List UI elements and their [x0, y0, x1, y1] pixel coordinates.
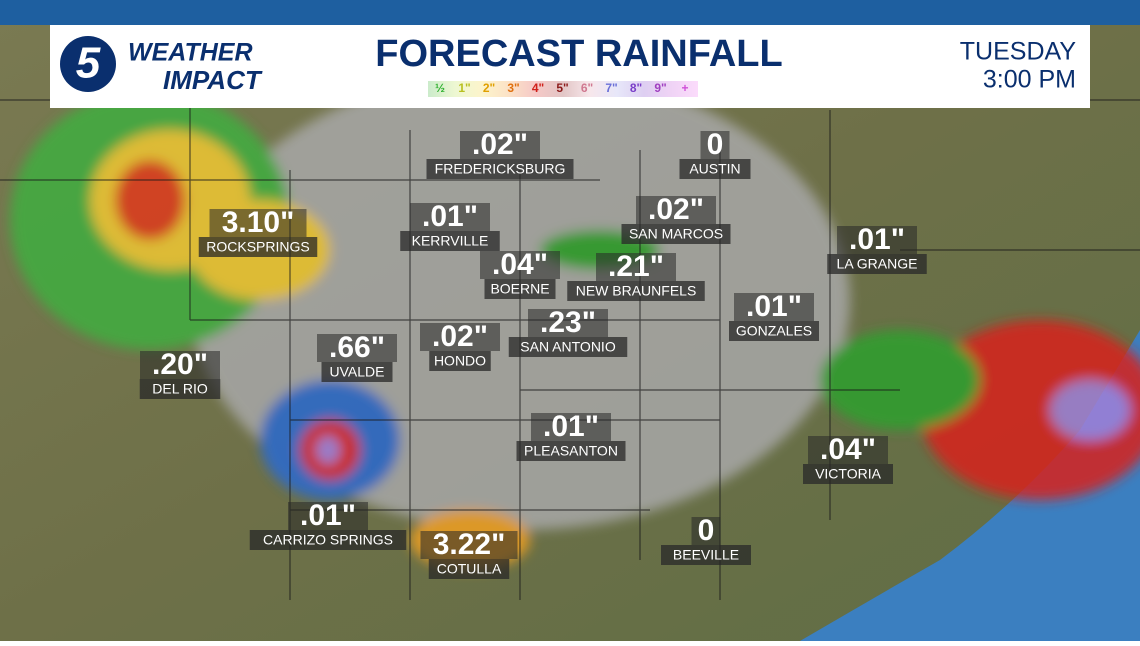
rain-amount: .01": [543, 410, 599, 443]
city-name: BOERNE: [490, 281, 549, 297]
amount-box: [837, 226, 917, 254]
rain-amount: .23": [540, 306, 596, 339]
amount-box: [734, 293, 814, 321]
legend-label: 2": [483, 81, 495, 95]
city-name: SAN MARCOS: [629, 226, 723, 242]
amount-box: [209, 209, 307, 237]
gulf: [800, 330, 1140, 641]
legend-label: 7": [605, 81, 617, 95]
amount-box: [531, 413, 611, 441]
name-box: [729, 321, 819, 341]
city-name: CARRIZO SPRINGS: [263, 532, 393, 548]
city-name: VICTORIA: [815, 466, 882, 482]
amount-box: [140, 351, 220, 379]
amount-box: [528, 309, 608, 337]
name-box: [400, 231, 500, 251]
rain-amount: 0: [698, 514, 715, 547]
amount-box: [420, 323, 500, 351]
amount-box: [317, 334, 397, 362]
day: TUESDAY: [960, 38, 1077, 66]
name-box: [428, 559, 510, 579]
city-name: AUSTIN: [689, 161, 740, 177]
name-box: [508, 337, 628, 357]
rain-amount: .66": [329, 331, 385, 364]
legend-label: 6": [581, 81, 593, 95]
name-box: [621, 224, 731, 244]
amount-box: [808, 436, 888, 464]
rain-amount: .02": [648, 193, 704, 226]
legend-label: 5": [556, 81, 568, 95]
rain-amount: .01": [422, 200, 478, 233]
city-name: DEL RIO: [152, 381, 208, 397]
legend-label: ½: [435, 81, 445, 95]
city-name: UVALDE: [330, 364, 385, 380]
legend-label: +: [681, 81, 688, 95]
name-box: [679, 159, 751, 179]
amount-box: [460, 131, 540, 159]
legend-label: 9": [654, 81, 666, 95]
rain-amount: .02": [472, 128, 528, 161]
city-name: COTULLA: [437, 561, 502, 577]
name-box: [321, 362, 393, 382]
title: FORECAST RAINFALL: [375, 33, 782, 75]
amount-box: [636, 196, 716, 224]
rain-amount: .01": [300, 499, 356, 532]
logo-number: 5: [76, 39, 101, 88]
name-box: [827, 254, 927, 274]
amount-box: [420, 531, 518, 559]
name-box: [516, 441, 626, 461]
name-box: [661, 545, 751, 565]
name-box: [567, 281, 705, 301]
rain-amount: .21": [608, 250, 664, 283]
rain-areas: [10, 70, 1140, 570]
city-name: FREDERICKSBURG: [435, 161, 566, 177]
brand-top: WEATHER: [128, 39, 253, 67]
legend-label: 3": [507, 81, 519, 95]
city-name: GONZALES: [736, 323, 812, 339]
city-name: SAN ANTONIO: [520, 339, 616, 355]
rain-amount: .04": [820, 433, 876, 466]
legend-label: 4": [532, 81, 544, 95]
time: 3:00 PM: [983, 66, 1076, 94]
name-box: [426, 159, 574, 179]
legend-bar: [428, 81, 698, 97]
amount-box: [480, 251, 560, 279]
amount-box: [700, 131, 730, 159]
rain-amount: 3.22": [433, 528, 506, 561]
rain-amount: 0: [707, 128, 724, 161]
city-name: HONDO: [434, 353, 486, 369]
city-name: NEW BRAUNFELS: [576, 283, 697, 299]
amount-box: [691, 517, 721, 545]
rain-amount: .20": [152, 348, 208, 381]
logo-badge: [60, 36, 116, 92]
legend-label: 8": [630, 81, 642, 95]
city-name: LA GRANGE: [837, 256, 918, 272]
amount-box: [596, 253, 676, 281]
name-box: [198, 237, 318, 257]
rain-amount: .02": [432, 320, 488, 353]
amount-box: [288, 502, 368, 530]
city-name: PLEASANTON: [524, 443, 618, 459]
city-name: BEEVILLE: [673, 547, 739, 563]
name-box: [249, 530, 407, 550]
rain-amount: .04": [492, 248, 548, 281]
name-box: [429, 351, 491, 371]
brand-bottom: IMPACT: [163, 65, 263, 95]
rain-amount: .01": [746, 290, 802, 323]
name-box: [139, 379, 221, 399]
city-name: ROCKSPRINGS: [206, 239, 309, 255]
legend-label: 1": [458, 81, 470, 95]
top-strip: [0, 0, 1140, 25]
name-box: [803, 464, 893, 484]
amount-box: [410, 203, 490, 231]
rain-amount: .01": [849, 223, 905, 256]
rain-amount: 3.10": [222, 206, 295, 239]
name-box: [484, 279, 556, 299]
city-name: KERRVILLE: [412, 233, 489, 249]
